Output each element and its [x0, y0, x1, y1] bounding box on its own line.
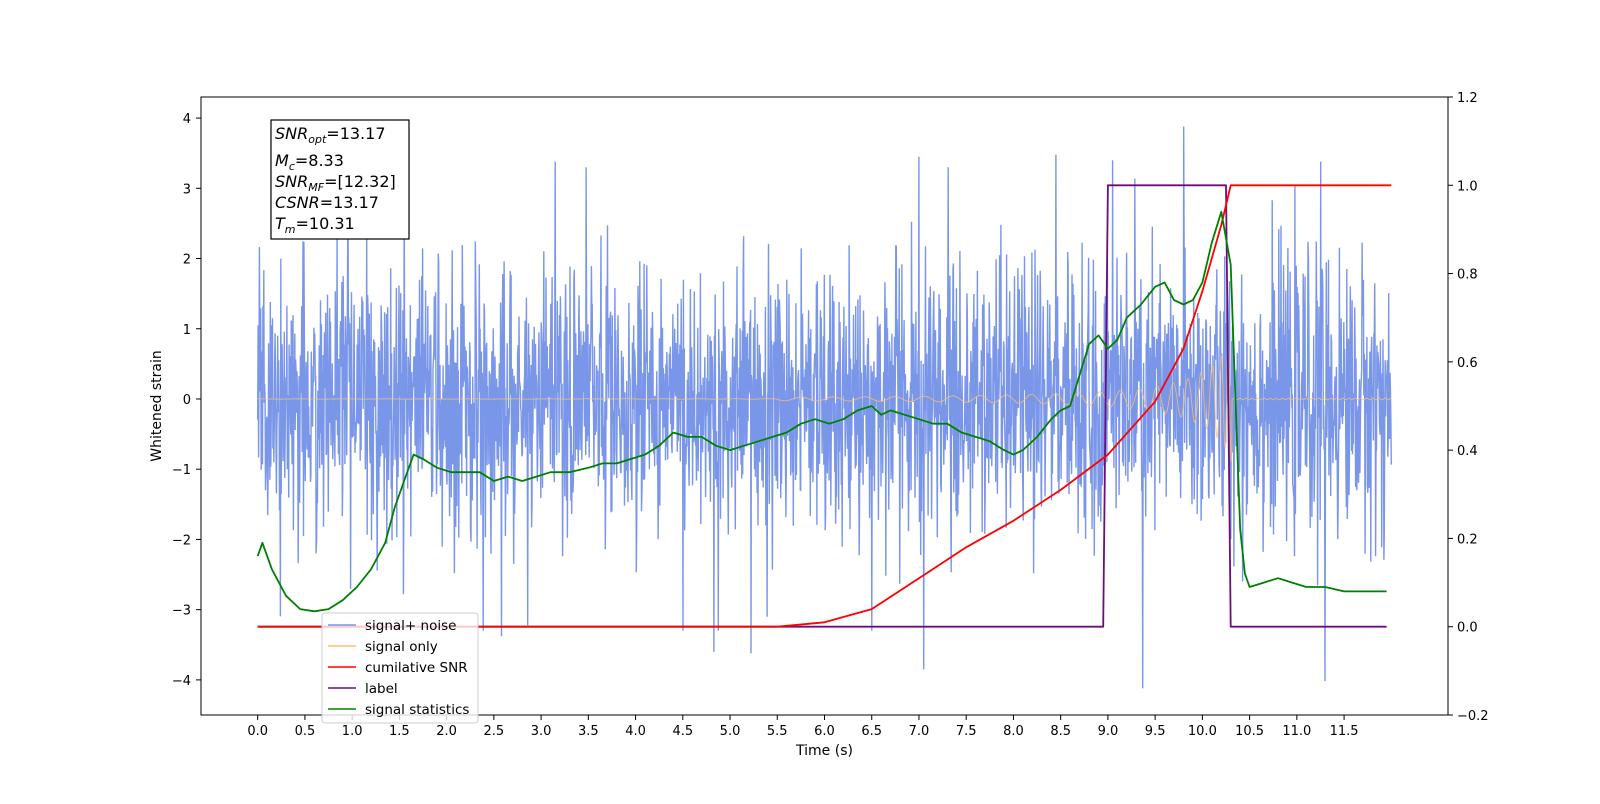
x-tick-label: 11.0 [1282, 724, 1311, 739]
x-tick-label: 4.5 [672, 724, 693, 739]
signal-only-line [257, 344, 1392, 461]
x-tick-label: 9.0 [1098, 724, 1119, 739]
x-tick-label: 8.0 [1003, 724, 1024, 739]
y-axis-right: 1.2 1.0 0.8 0.6 0.4 0.2 0.0 −0.2 [1448, 91, 1489, 724]
y-right-tick-label: 0.6 [1457, 356, 1478, 371]
y-left-tick-label: −2 [172, 533, 191, 548]
x-tick-label: 10.0 [1188, 724, 1217, 739]
x-tick-label: 4.0 [625, 724, 646, 739]
signal-noise-line [257, 126, 1393, 689]
chirp-mass-text: Mc=8.33 [275, 151, 344, 173]
y-right-tick-label: 0.8 [1457, 268, 1478, 283]
y-left-tick-label: −4 [172, 674, 191, 689]
signal-statistics-line [256, 210, 1387, 613]
y-left-tick-label: −1 [172, 463, 191, 478]
x-tick-label: 3.5 [578, 724, 599, 739]
y-right-tick-label: −0.2 [1457, 709, 1489, 724]
y-axis-left: 4 3 2 1 0 −1 −2 −3 −4 [172, 112, 201, 689]
legend-label-signal-only: signal only [365, 639, 438, 655]
y-left-tick-label: 2 [183, 253, 191, 268]
x-tick-label: 2.0 [436, 724, 457, 739]
legend: signal+ noise signal only cumilative SNR… [321, 612, 479, 724]
y-left-tick-label: 4 [183, 112, 191, 127]
legend-label-cumulative-snr: cumilative SNR [365, 660, 468, 676]
x-tick-label: 7.5 [956, 724, 977, 739]
snr-opt-text: SNRopt=13.17 [275, 124, 386, 146]
legend-label-label: label [365, 681, 398, 697]
legend-label-signal-statistics: signal statistics [365, 702, 469, 718]
legend-label-signal-noise: signal+ noise [365, 618, 456, 634]
legend-frame [321, 612, 479, 724]
x-tick-label: 1.0 [342, 724, 363, 739]
x-tick-label: 6.0 [814, 724, 835, 739]
right-axis-series [256, 184, 1392, 628]
csnr-text: CSNR=13.17 [275, 193, 379, 212]
cumulative-snr-line [257, 184, 1392, 628]
x-axis: 0.0 0.5 1.0 1.5 2.0 2.5 3.0 3.5 4.0 4.5 5.0 5.5 6.0 6… [247, 715, 1359, 739]
x-tick-label: 7.0 [909, 724, 930, 739]
y-left-tick-label: 3 [183, 182, 191, 197]
y-right-tick-label: 0.0 [1457, 621, 1478, 636]
x-axis-title: Time (s) [795, 743, 853, 759]
y-left-tick-label: 1 [183, 323, 191, 338]
info-box-frame [270, 119, 410, 240]
label-line [257, 184, 1387, 628]
x-tick-label: 5.0 [720, 724, 741, 739]
x-tick-label: 6.5 [861, 724, 882, 739]
y-right-tick-label: 1.0 [1457, 179, 1478, 194]
y-right-tick-label: 0.4 [1457, 444, 1478, 459]
signal-only-series [257, 344, 1392, 461]
y-right-tick-label: 1.2 [1457, 91, 1478, 106]
x-tick-label: 2.5 [484, 724, 505, 739]
x-tick-label: 5.5 [767, 724, 788, 739]
x-tick-label: 1.5 [389, 724, 410, 739]
y-right-tick-label: 0.2 [1457, 532, 1478, 547]
signal-noise-series [257, 126, 1393, 689]
y-left-tick-label: −3 [172, 604, 191, 619]
y-axis-title: Whitened strain [149, 350, 165, 461]
x-tick-label: 10.5 [1235, 724, 1264, 739]
y-left-tick-label: 0 [183, 393, 191, 408]
x-tick-label: 0.5 [295, 724, 316, 739]
x-tick-label: 9.5 [1145, 724, 1166, 739]
merger-time-text: Tm=10.31 [275, 214, 355, 236]
snr-mf-text: SNRMF=[12.32] [275, 172, 396, 194]
x-tick-label: 3.0 [531, 724, 552, 739]
x-tick-label: 11.5 [1330, 724, 1359, 739]
x-tick-label: 8.5 [1050, 724, 1071, 739]
info-box: SNRopt=13.17 Mc=8.33 SNRMF=[12.32] CSNR=… [270, 119, 410, 240]
x-tick-label: 0.0 [247, 724, 268, 739]
